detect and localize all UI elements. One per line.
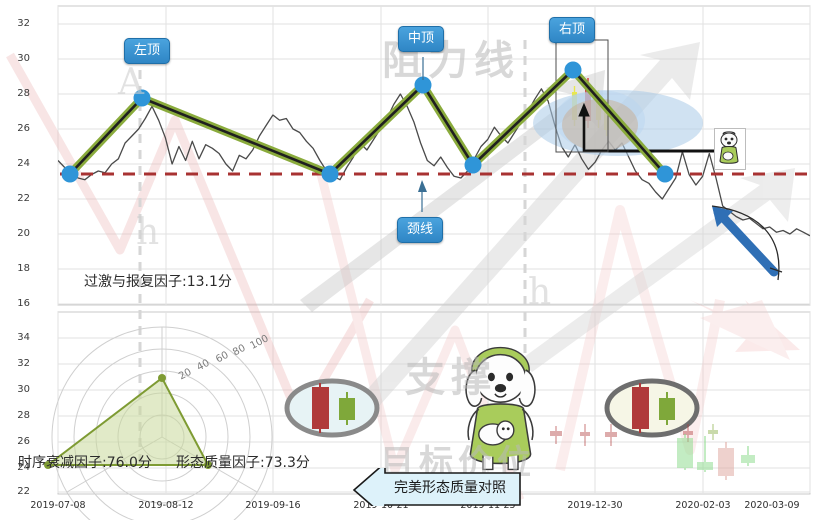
- candle-pair-left: [284, 378, 380, 438]
- y-tick-top-26: 26: [17, 123, 30, 134]
- y-tick-top-28: 28: [17, 88, 30, 99]
- callout-text: 完美形态质量对照: [394, 480, 506, 496]
- dog-mascot-large-icon: [465, 346, 536, 471]
- background-pattern-overlay: [6, 52, 800, 502]
- y-tick-bot-28: 28: [17, 410, 30, 421]
- price-series: [58, 88, 810, 237]
- y-tick-top-32: 32: [17, 18, 30, 29]
- watermark-letter-a: A: [118, 62, 144, 103]
- x-tick-1: 2019-08-12: [138, 500, 194, 511]
- radar-points: [44, 374, 212, 469]
- label-mid-top[interactable]: 中顶: [398, 26, 445, 52]
- y-tick-top-20: 20: [17, 228, 30, 239]
- label-right-top[interactable]: 右顶: [549, 17, 596, 43]
- x-tick-5: 2019-12-30: [567, 500, 623, 511]
- top-grid-vertical: [57, 6, 811, 305]
- y-tick-top-24: 24: [17, 158, 30, 169]
- avatar[interactable]: [714, 128, 746, 170]
- label-neckline[interactable]: 颈线: [397, 217, 444, 243]
- y-tick-bot-34: 34: [17, 332, 30, 343]
- x-tick-7: 2020-03-09: [744, 500, 800, 511]
- y-tick-bot-30: 30: [17, 384, 30, 395]
- score-overreaction: 过激与报复因子:13.1分: [84, 274, 232, 290]
- candle-pair-right: [604, 378, 700, 438]
- y-tick-top-22: 22: [17, 193, 30, 204]
- x-tick-0: 2019-07-08: [30, 500, 86, 511]
- blue-highlight-ellipse-2: [555, 90, 645, 150]
- watermark-support: 支撑: [405, 355, 497, 401]
- callout-banner[interactable]: 完美形态质量对照: [352, 468, 522, 506]
- dog-mascot-icon: [719, 131, 739, 164]
- radar-polygon: [45, 376, 210, 466]
- x-tick-2: 2019-09-16: [245, 500, 301, 511]
- faded-candles-right: [677, 434, 755, 480]
- pattern-vertex-markers: [61, 61, 674, 183]
- y-tick-top-30: 30: [17, 53, 30, 64]
- score-time-decay: 时序衰减因子:76.0分: [18, 455, 152, 471]
- y-tick-bot-22: 22: [17, 486, 30, 497]
- downtrend-arrow: [711, 205, 783, 281]
- callout-arrow-shape: [352, 468, 521, 506]
- measurement-bracket: [578, 102, 716, 153]
- vertical-guide-lines: [138, 40, 527, 470]
- y-tick-top-16: 16: [17, 298, 30, 309]
- score-pattern-quality: 形态质量因子:73.3分: [176, 455, 310, 471]
- bottom-candles: [284, 378, 755, 480]
- y-tick-top-18: 18: [17, 263, 30, 274]
- watermark-letter-h1: h: [136, 212, 160, 253]
- watermark-letter-h2: h: [528, 272, 552, 313]
- radar-chart: [44, 326, 273, 520]
- y-tick-bot-32: 32: [17, 358, 30, 369]
- label-left-top[interactable]: 左顶: [124, 38, 171, 64]
- y-tick-bot-26: 26: [17, 436, 30, 447]
- y-tick-bot-24: 24: [17, 462, 30, 473]
- x-tick-6: 2020-02-03: [675, 500, 731, 511]
